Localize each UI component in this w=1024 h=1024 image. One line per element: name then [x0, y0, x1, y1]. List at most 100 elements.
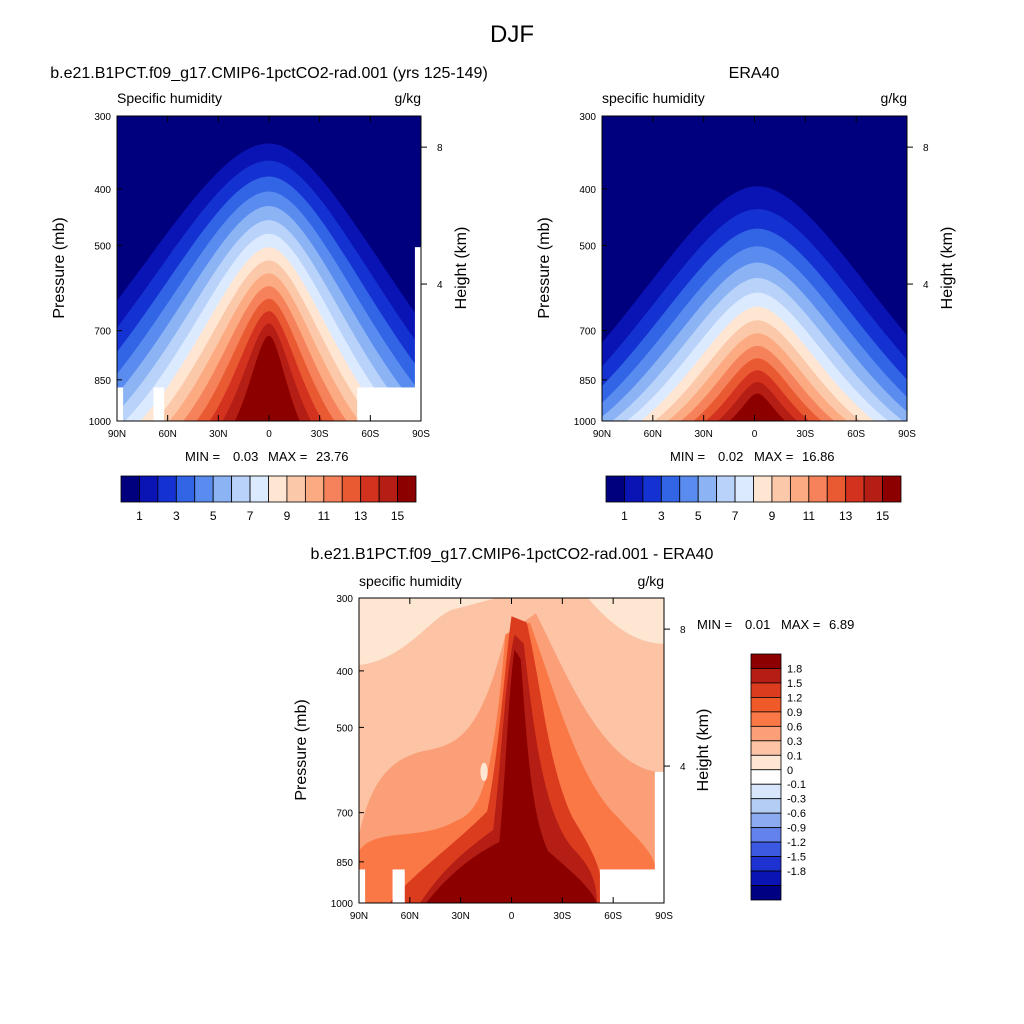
missing-data-mask	[117, 387, 124, 421]
colorbar-label: 9	[284, 509, 291, 523]
contour-plot	[359, 598, 664, 903]
panel-units-label: g/kg	[881, 90, 907, 106]
x-tick-label: 0	[752, 429, 758, 440]
y2-tick-label: 8	[923, 143, 929, 154]
colorbar-label: 1.5	[787, 678, 802, 690]
colorbar-swatch	[808, 475, 828, 503]
colorbar-swatch	[642, 475, 662, 503]
colorbar: 1.8 1.5 1.2 0.9 0.6 0.3 0.1 0 -0.1 -0.3 -0.6 -0.9 -1…	[750, 653, 806, 901]
missing-data-mask	[654, 771, 664, 870]
colorbar-label: -1.2	[787, 837, 806, 849]
colorbar-swatch	[605, 475, 625, 503]
colorbar-swatch	[249, 475, 269, 503]
colorbar-label: -0.1	[787, 779, 806, 791]
panel-difference: b.e21.B1PCT.f09_g17.CMIP6-1pctCO2-rad.00…	[293, 546, 854, 922]
min-value: 0.01	[745, 617, 770, 632]
y2-tick-label: 8	[437, 143, 443, 154]
x-tick-label: 60N	[158, 429, 176, 440]
min-value: 0.02	[718, 449, 743, 464]
x-axis: 90N 60N 30N 0 30S 60S 90S	[593, 116, 916, 440]
colorbar-swatch	[750, 754, 782, 771]
x-tick-label: 90S	[655, 911, 673, 922]
colorbar-swatch	[750, 783, 782, 800]
colorbar-swatch	[863, 475, 883, 503]
min-label: MIN =	[185, 449, 220, 464]
missing-data-mask	[357, 387, 421, 421]
y-tick-label: 700	[336, 809, 353, 820]
colorbar-label: 1.8	[787, 663, 802, 675]
contour-plot	[117, 116, 421, 421]
y-axis: 300 400 500 700 850 1000	[331, 594, 364, 910]
y2-axis-label: Height (km)	[453, 227, 470, 310]
colorbar-swatch	[175, 475, 196, 503]
colorbar-swatch	[304, 475, 325, 503]
colorbar-label: 15	[391, 509, 405, 523]
panel-left-label: specific humidity	[359, 573, 462, 589]
colorbar-swatch	[750, 827, 782, 843]
y-tick-label: 500	[336, 723, 353, 734]
y-tick-label: 300	[94, 112, 111, 123]
y2-axis: 84	[907, 143, 929, 291]
panel-title: b.e21.B1PCT.f09_g17.CMIP6-1pctCO2-rad.00…	[311, 546, 714, 563]
contour-plot	[602, 116, 907, 421]
colorbar-swatch	[624, 475, 644, 503]
colorbar-swatch	[157, 475, 177, 503]
y2-axis-label: Height (km)	[695, 709, 712, 792]
x-tick-label: 30S	[553, 911, 571, 922]
colorbar-swatch	[212, 475, 233, 503]
y2-tick-label: 4	[923, 280, 929, 291]
colorbar-swatch	[697, 475, 718, 503]
colorbar-swatch	[882, 475, 902, 503]
colorbar-label: 13	[354, 509, 368, 523]
x-tick-label: 30N	[209, 429, 227, 440]
colorbar-label: -1.8	[787, 866, 806, 878]
y2-tick-label: 4	[437, 280, 443, 291]
colorbar-label: 5	[695, 509, 702, 523]
y-axis-label: Pressure (mb)	[536, 217, 553, 318]
colorbar-swatch	[734, 475, 754, 503]
colorbar-label: 7	[247, 509, 254, 523]
x-axis: 90N 60N 30N 0 30S 60S 90S	[350, 598, 673, 922]
colorbar-swatch	[845, 475, 865, 503]
panel-units-label: g/kg	[638, 573, 664, 589]
y-tick-label: 400	[336, 667, 353, 678]
colorbar-label: 11	[803, 509, 816, 523]
y-tick-label: 500	[94, 241, 111, 252]
colorbar-swatch	[341, 475, 362, 503]
y-tick-label: 850	[336, 858, 353, 869]
x-tick-label: 0	[509, 911, 515, 922]
panel-left-label: specific humidity	[602, 90, 705, 106]
x-tick-label: 30N	[451, 911, 469, 922]
panel-units-label: g/kg	[395, 90, 421, 106]
colorbar-label: -0.6	[787, 808, 806, 820]
x-tick-label: 60N	[401, 911, 419, 922]
panel-obs: ERA40 specific humidity g/kg 30040050070…	[536, 65, 956, 523]
colorbar-swatch	[750, 841, 782, 857]
colorbar-label: 0	[787, 765, 793, 777]
colorbar-swatch	[660, 475, 681, 503]
colorbar-swatch	[679, 475, 699, 503]
x-tick-label: 60N	[644, 429, 662, 440]
colorbar-label: 1	[136, 509, 143, 523]
colorbar-swatch	[750, 856, 782, 872]
x-tick-label: 90S	[412, 429, 430, 440]
missing-data-mask	[153, 387, 165, 421]
colorbar-label: -0.9	[787, 823, 806, 835]
contour-band	[480, 762, 488, 781]
colorbar-swatch	[750, 870, 782, 886]
colorbar-label: 5	[210, 509, 217, 523]
max-value: 23.76	[316, 449, 349, 464]
y2-axis: 84	[421, 143, 443, 291]
colorbar-swatch	[231, 475, 251, 503]
colorbar-label: 0.6	[787, 721, 802, 733]
y-tick-label: 850	[579, 376, 596, 387]
colorbar-label: -0.3	[787, 794, 806, 806]
x-axis: 90N 60N 30N 0 30S 60S 90S	[108, 116, 430, 440]
contour-band	[729, 393, 786, 421]
colorbar-label: 7	[732, 509, 739, 523]
max-value: 16.86	[802, 449, 835, 464]
x-tick-label: 30S	[796, 429, 814, 440]
contour-band	[234, 335, 300, 421]
colorbar-swatch	[323, 475, 343, 503]
